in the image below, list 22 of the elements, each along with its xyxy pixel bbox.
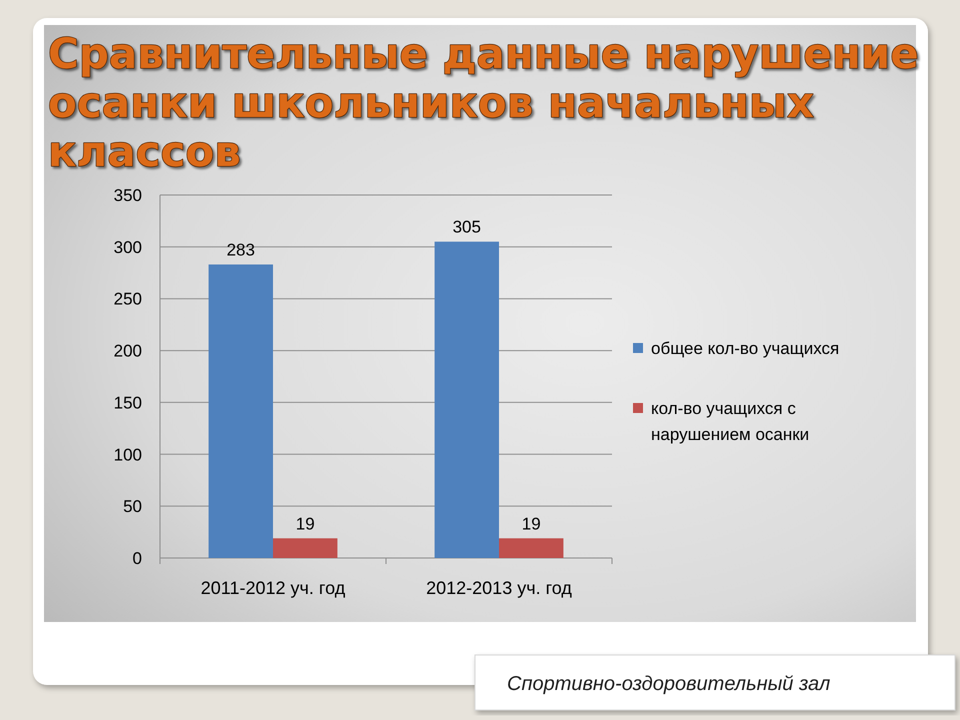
y-tick-label: 150 (114, 393, 142, 412)
text: Спортивно-оздоровительный зал (507, 673, 830, 695)
legend-label: кол-во учащихся с нарушением осанки (651, 399, 810, 444)
legend-label: общее кол-во учащихся (651, 339, 840, 358)
y-tick-label: 250 (114, 290, 142, 309)
y-tick-label: 100 (114, 445, 142, 464)
chart-title: Сравнительные данные нарушение осанки школьников начальных классов (48, 29, 919, 176)
y-tick-label: 300 (114, 238, 142, 257)
y-tick-label: 50 (123, 497, 142, 516)
data-label: 19 (522, 514, 541, 534)
x-tick-label: 2012-2013 уч. год (426, 578, 572, 598)
y-tick-label: 350 (114, 186, 142, 205)
bar (434, 242, 499, 558)
bar (499, 538, 564, 558)
data-label: 19 (296, 514, 315, 534)
bar (208, 264, 273, 558)
y-tick-label: 200 (114, 342, 142, 361)
data-label: 305 (452, 218, 481, 237)
data-label: 283 (226, 240, 255, 260)
x-tick-label: 2011-2012 уч. год (200, 578, 346, 598)
y-tick-label: 0 (132, 549, 142, 568)
bar (273, 538, 338, 558)
